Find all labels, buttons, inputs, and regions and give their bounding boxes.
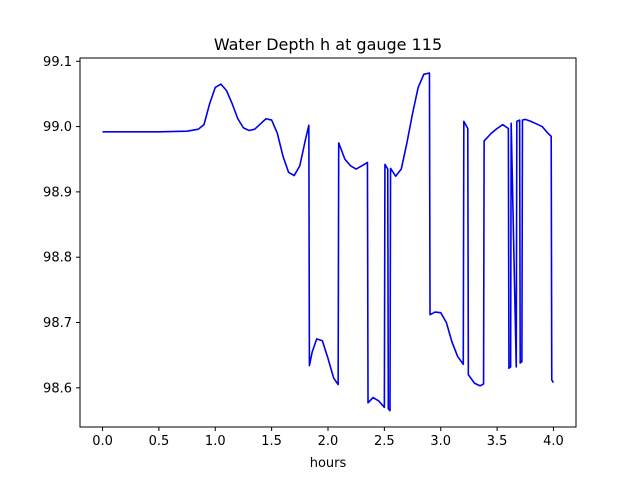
y-tick-label: 98.7 xyxy=(43,316,72,331)
x-tick-label: 3.0 xyxy=(430,434,451,449)
x-tick-label: 4.0 xyxy=(543,434,564,449)
x-tick-label: 0.5 xyxy=(149,434,170,449)
y-tick-label: 98.9 xyxy=(43,185,72,200)
x-tick-label: 1.5 xyxy=(261,434,282,449)
x-tick-label: 2.0 xyxy=(318,434,339,449)
x-axis: 0.0 0.5 1.0 1.5 2.0 2.5 3.0 3.5 4.0 xyxy=(92,427,564,449)
y-tick-label: 98.8 xyxy=(43,251,72,266)
x-tick-label: 0.0 xyxy=(92,434,113,449)
y-tick-label: 98.6 xyxy=(43,381,72,396)
x-tick-label: 3.5 xyxy=(487,434,508,449)
y-axis: 98.6 98.7 98.8 98.9 99.0 99.1 xyxy=(43,55,80,396)
y-tick-label: 99.1 xyxy=(43,55,72,70)
chart-title: Water Depth h at gauge 115 xyxy=(214,35,442,54)
x-axis-label: hours xyxy=(310,456,347,471)
x-tick-label: 1.0 xyxy=(205,434,226,449)
x-tick-label: 2.5 xyxy=(374,434,395,449)
y-tick-label: 99.0 xyxy=(43,120,72,135)
series-line-0 xyxy=(102,72,555,412)
plot-area xyxy=(102,72,555,412)
